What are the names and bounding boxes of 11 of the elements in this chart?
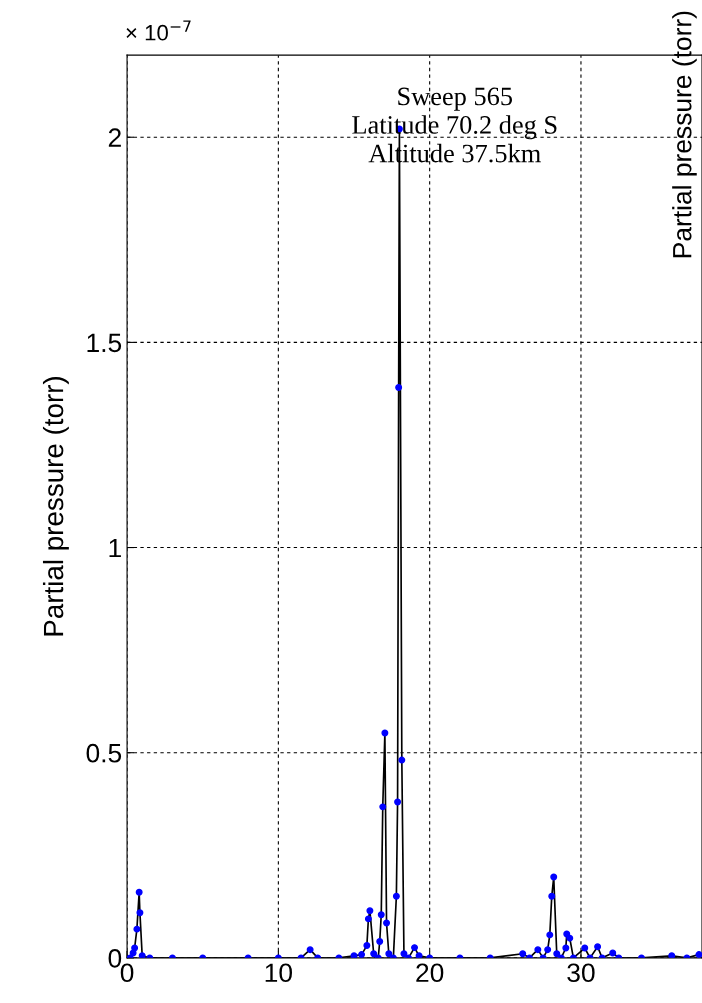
y-tick-label: 0 — [108, 949, 122, 968]
x-tick-label: 30 — [567, 963, 595, 983]
y-tick-label: 1.5 — [87, 333, 122, 353]
y-tick-label: 0.5 — [86, 743, 122, 763]
x-tick-label: 10 — [265, 963, 293, 983]
x-tick-label: 20 — [416, 963, 444, 983]
y-tick-label: 2 — [108, 128, 121, 147]
text: × 10$^{−7}$ — [126, 20, 191, 41]
y-tick-label: 1 — [109, 538, 121, 558]
annotation: Partial pressure (torr) — [672, 11, 697, 258]
y-axis-title: Partial pressure (torr) — [42, 377, 69, 636]
